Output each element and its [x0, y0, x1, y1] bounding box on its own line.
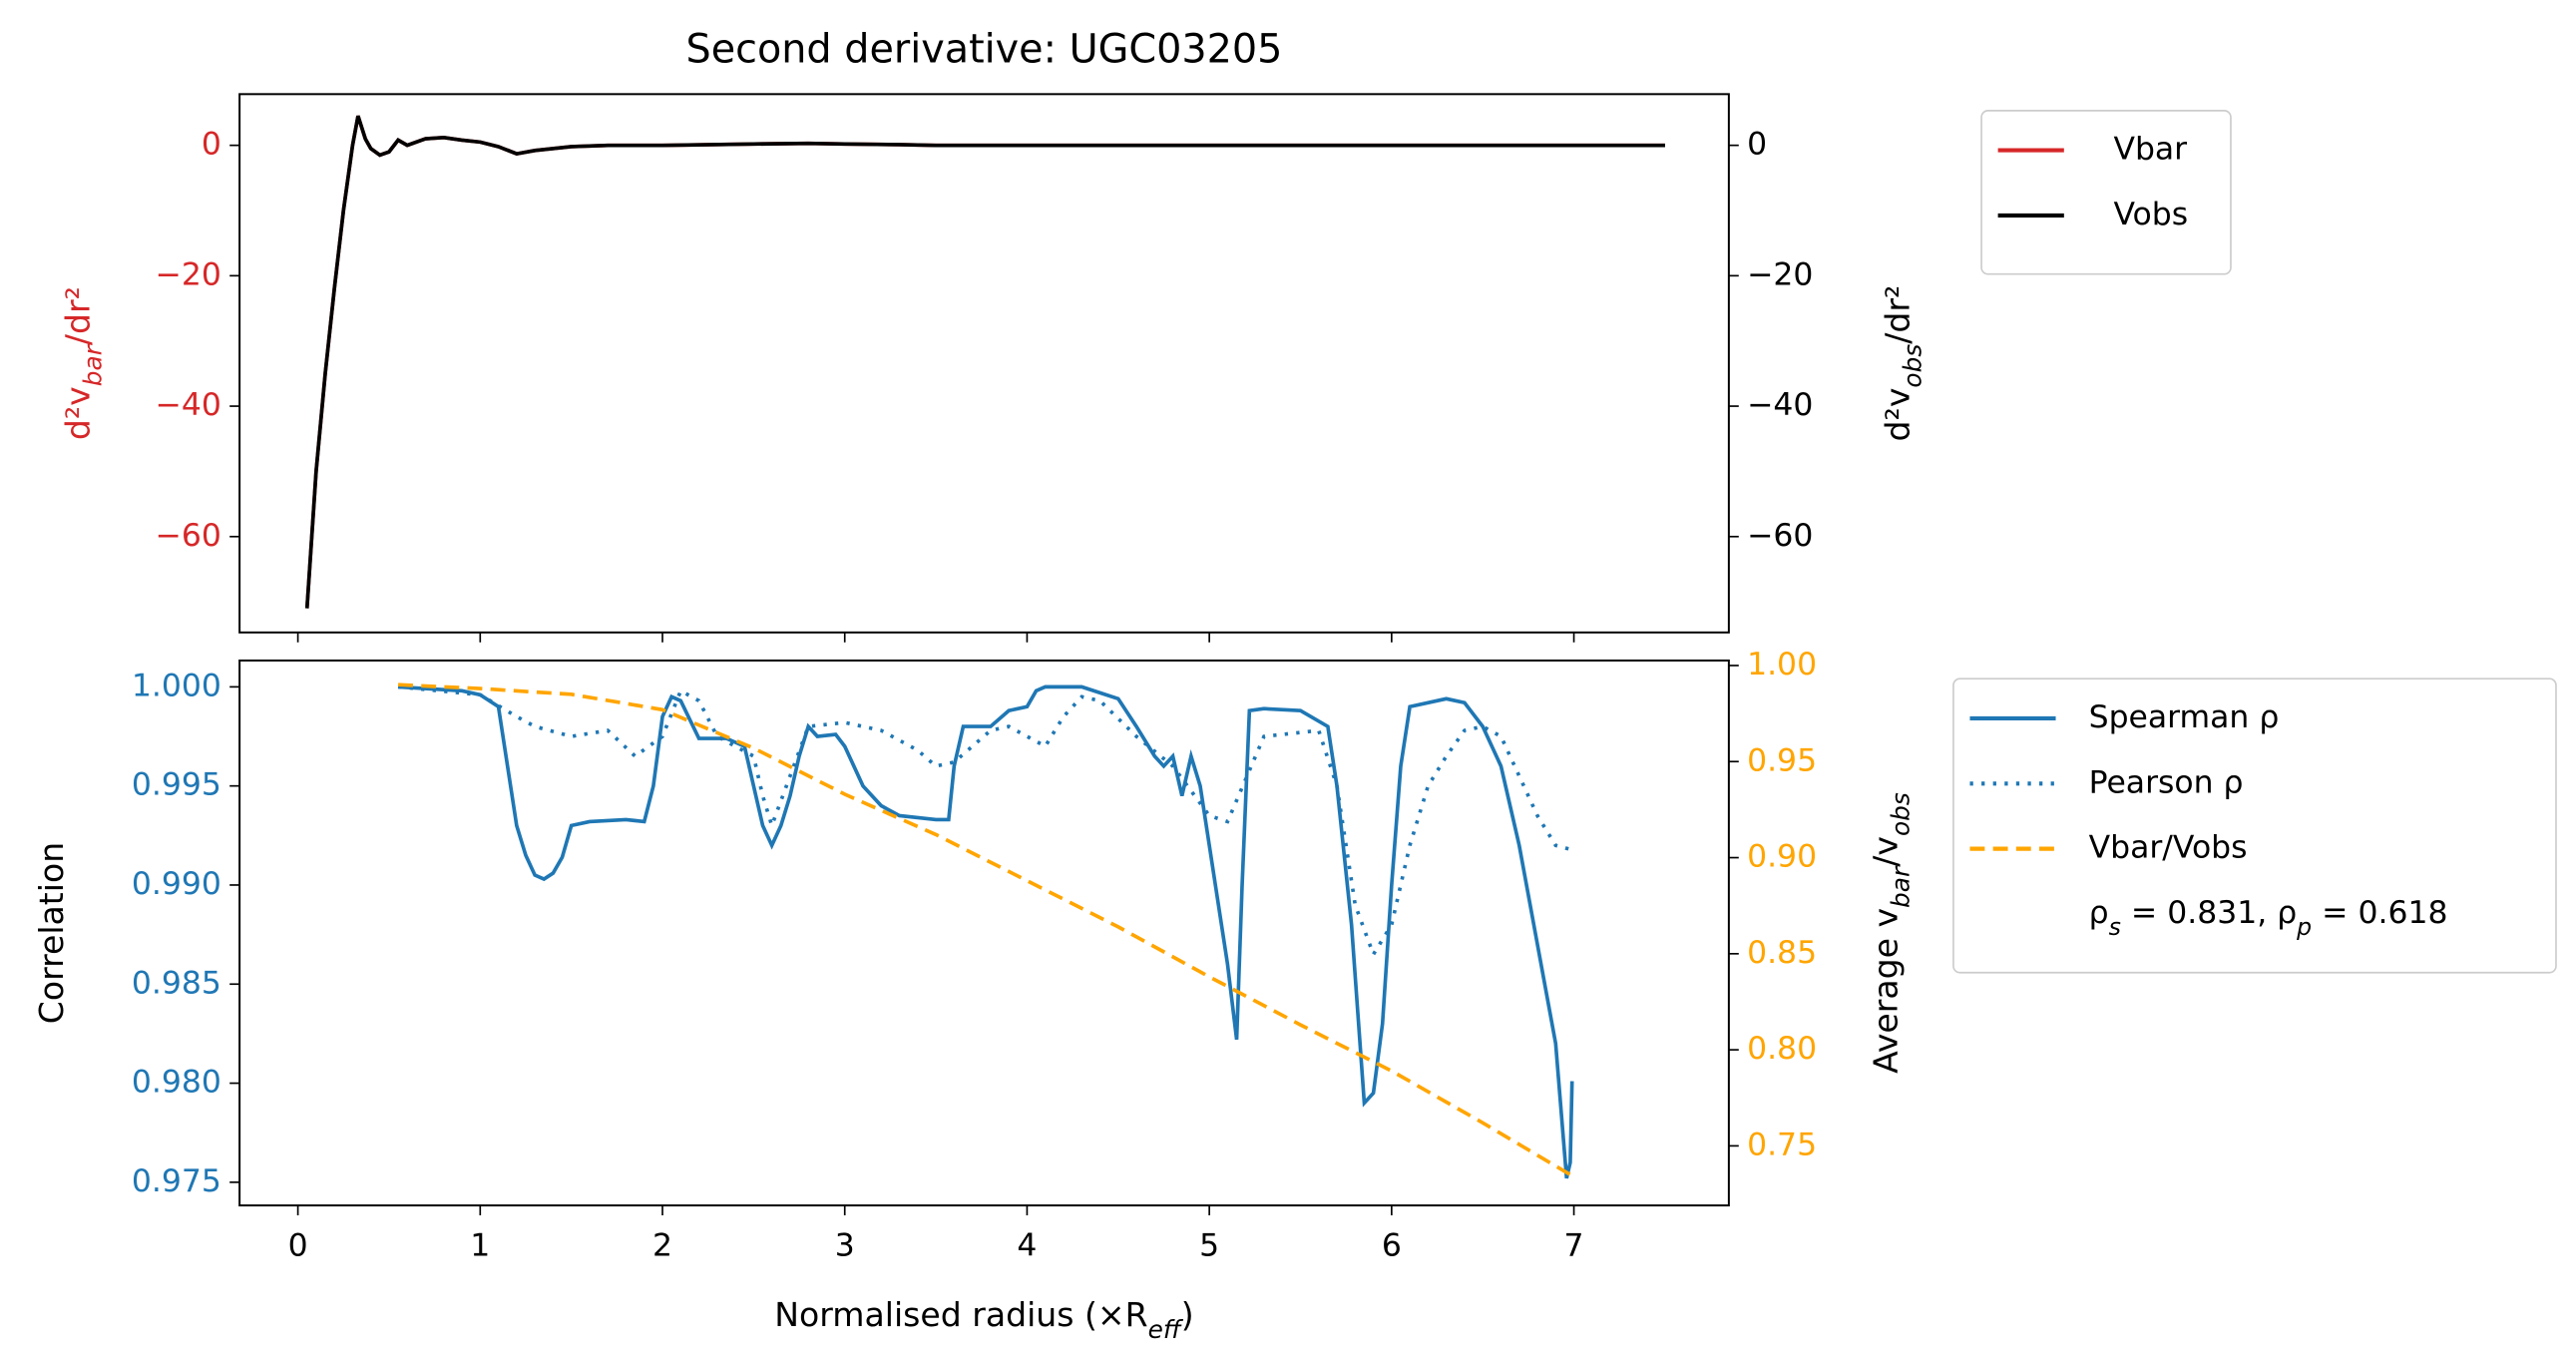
y-tick-label: 0.990 [132, 866, 221, 902]
y-axis-label: Correlation [32, 842, 71, 1024]
chart-title: Second derivative: UGC03205 [686, 26, 1283, 72]
y-tick-label: −20 [1747, 256, 1813, 292]
x-axis-label: Normalised radius (×Reff) [774, 1294, 1193, 1343]
y-tick-label: 0.995 [132, 767, 221, 803]
plot-frame [238, 93, 1730, 634]
plot-frame [238, 659, 1730, 1207]
series-line [397, 682, 1571, 1176]
series-line [397, 684, 1571, 959]
legend-box [1980, 110, 2232, 275]
legend-annotation: ρs = 0.831, ρp = 0.618 [2089, 895, 2448, 941]
y-tick-label: 1.00 [1747, 647, 1817, 682]
y-tick-label: −40 [156, 387, 221, 423]
y-tick-label: −40 [1747, 387, 1813, 423]
y-tick-label: −60 [1747, 518, 1813, 554]
y-tick-label: 0.85 [1747, 935, 1817, 971]
y-tick-label: 1.000 [132, 668, 221, 703]
legend-label: Vobs [2113, 197, 2188, 232]
y-tick-label: 0.975 [132, 1163, 221, 1199]
series-line [304, 115, 1665, 609]
y-tick-label: 0 [1747, 127, 1767, 163]
x-tick-label: 5 [1199, 1227, 1219, 1263]
y-tick-label: 0.90 [1747, 839, 1817, 875]
y2-axis-label: d²vobs/dr² [1878, 285, 1927, 442]
y2-axis-label: Average vbar/vobs [1866, 792, 1915, 1074]
y-tick-label: 0.980 [132, 1065, 221, 1101]
legend-label: Spearman ρ [2089, 699, 2280, 735]
series-line [397, 684, 1574, 1179]
x-tick-label: 0 [288, 1227, 308, 1263]
x-tick-label: 3 [835, 1227, 855, 1263]
y-tick-label: −60 [156, 518, 221, 554]
y-tick-label: 0 [202, 127, 221, 163]
y-tick-label: 0.80 [1747, 1031, 1817, 1067]
legend-label: Pearson ρ [2089, 764, 2244, 800]
x-tick-label: 1 [470, 1227, 490, 1263]
y-tick-label: −20 [156, 256, 221, 292]
x-tick-label: 2 [652, 1227, 672, 1263]
legend-label: Vbar [2113, 132, 2187, 168]
y-tick-label: 0.95 [1747, 742, 1817, 778]
y-tick-label: 0.985 [132, 965, 221, 1001]
y-tick-label: 0.75 [1747, 1127, 1817, 1162]
series-line [304, 115, 1665, 609]
x-tick-label: 6 [1382, 1227, 1402, 1263]
y-axis-label: d²vbar/dr² [58, 286, 107, 440]
x-tick-label: 7 [1564, 1227, 1584, 1263]
x-tick-label: 4 [1017, 1227, 1037, 1263]
legend-label: Vbar/Vobs [2089, 830, 2248, 866]
legend-box [1952, 678, 2557, 974]
